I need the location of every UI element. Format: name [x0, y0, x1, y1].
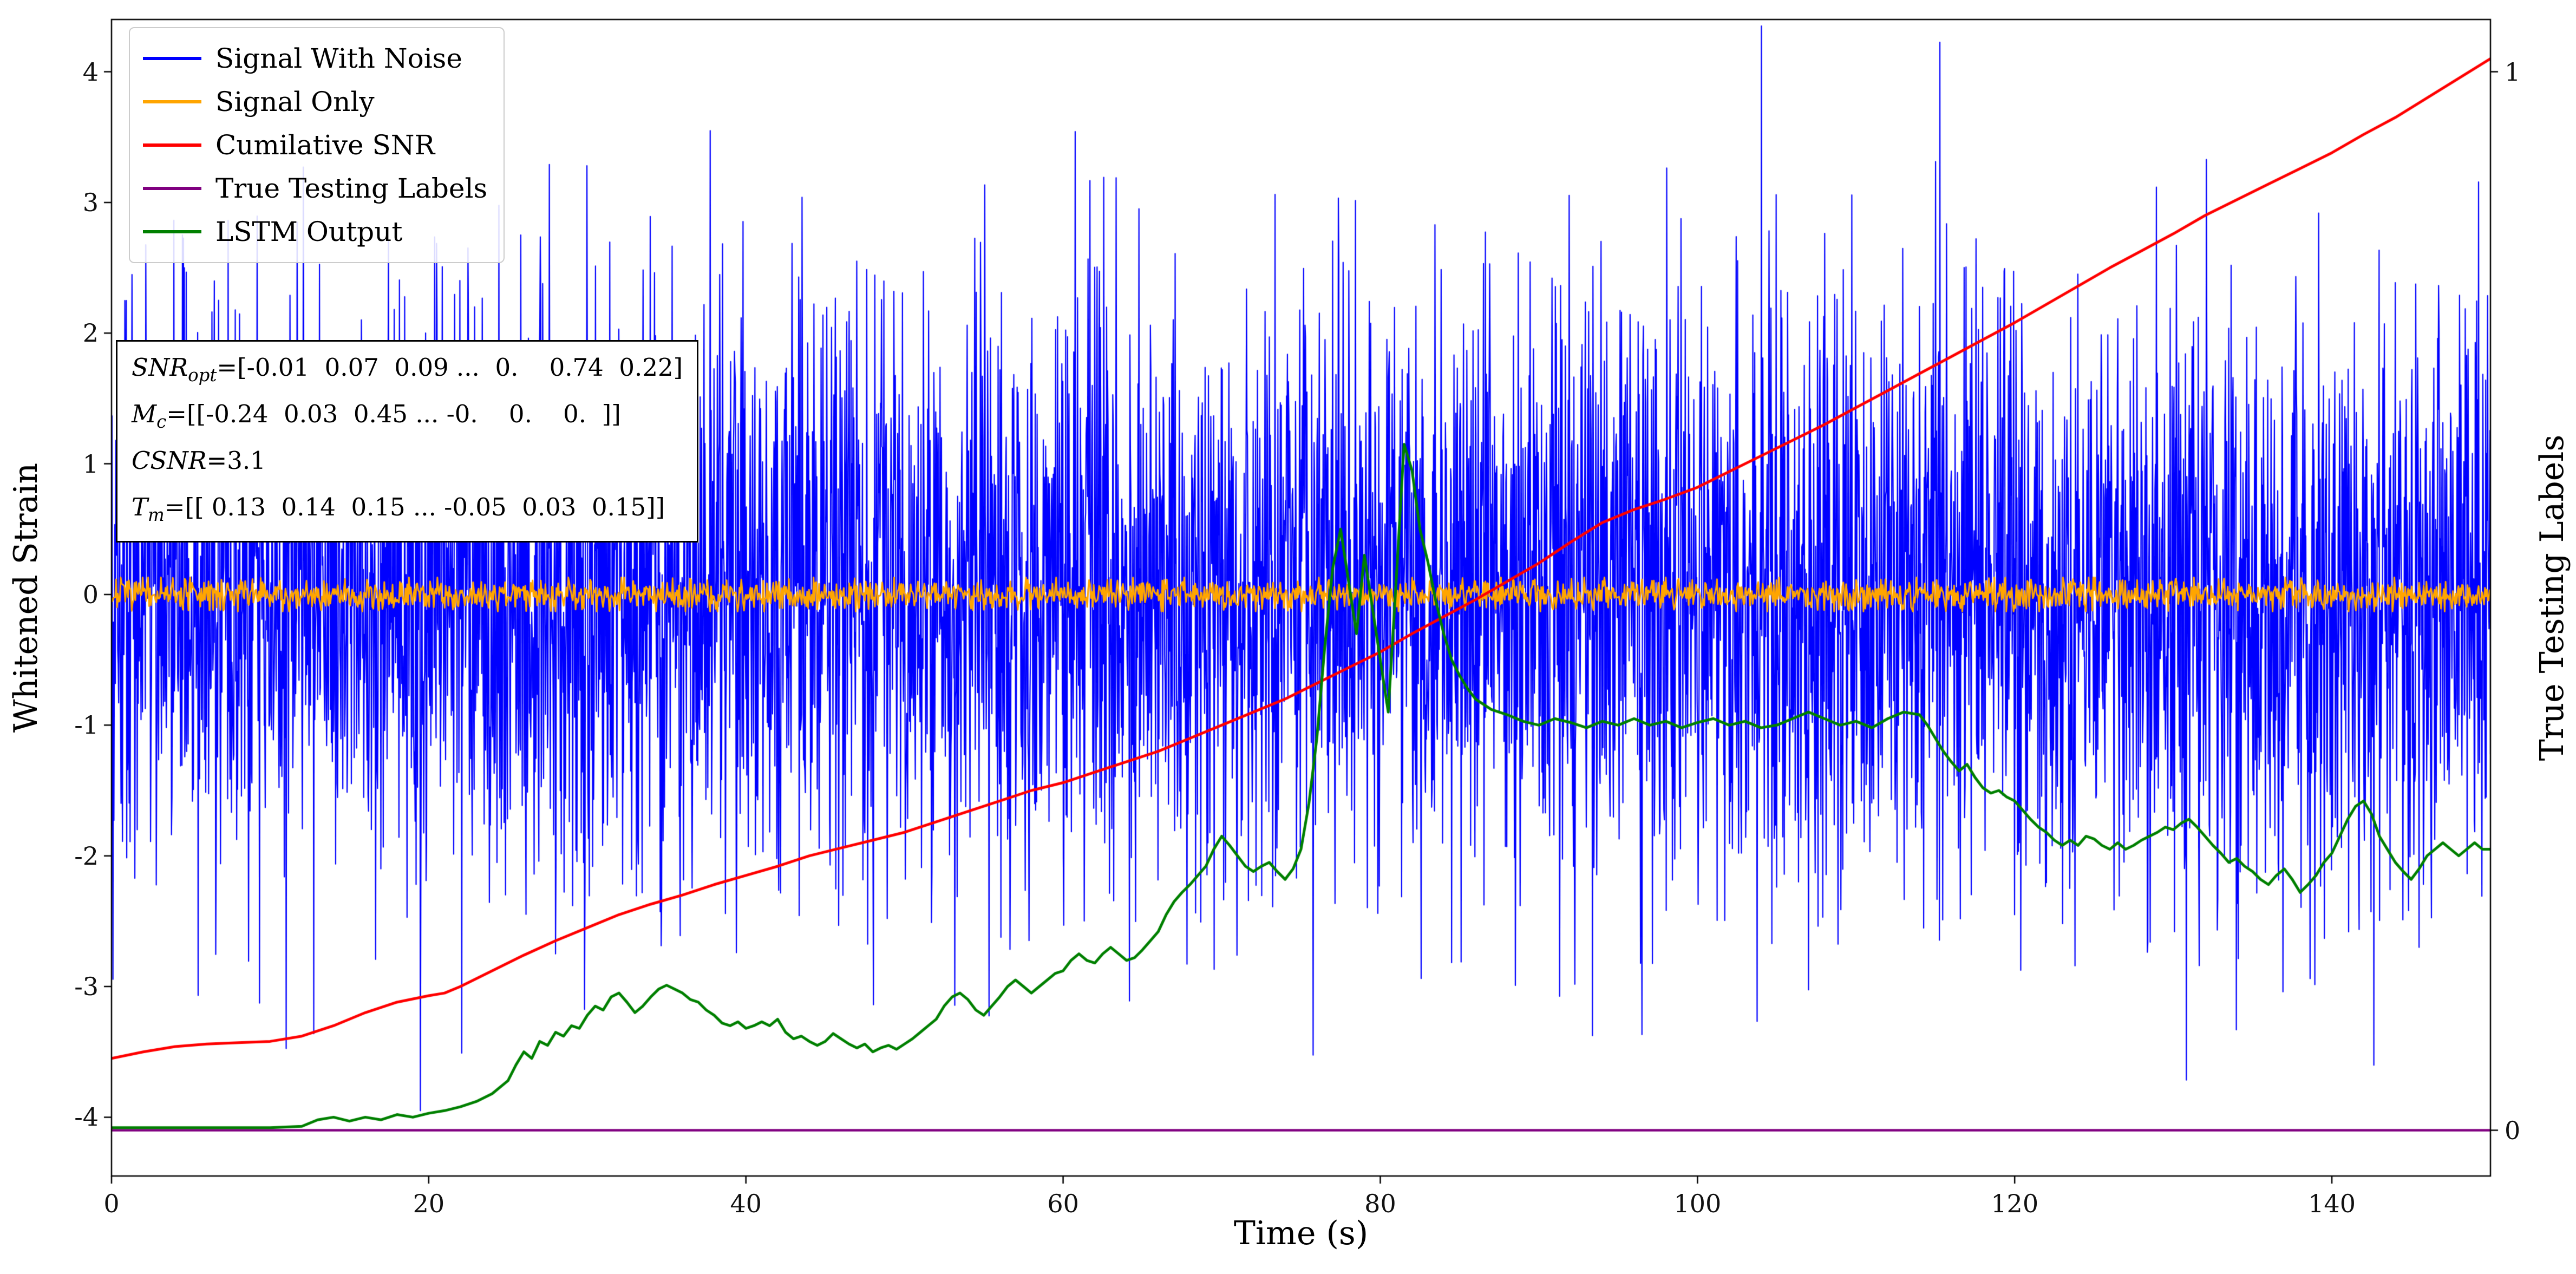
x-tick-label: 120	[1991, 1189, 2039, 1218]
y-tick-label-right: 0	[2505, 1115, 2521, 1145]
legend-swatch-orange	[143, 100, 201, 103]
x-tick-label: 0	[103, 1189, 120, 1218]
legend-label: True Testing Labels	[215, 173, 488, 204]
annotation-values: =[[-0.24 0.03 0.45 ... -0. 0. 0. ]]	[166, 400, 621, 428]
annotation-var: SNR	[132, 353, 188, 382]
annotation-var: M	[132, 400, 157, 428]
annotation-line-mc: Mc=[[-0.24 0.03 0.45 ... -0. 0. 0. ]]	[132, 395, 683, 441]
legend: Signal With Noise Signal Only Cumilative S…	[129, 27, 505, 263]
x-tick-label: 60	[1047, 1189, 1079, 1218]
y-tick-label-left: 2	[82, 318, 99, 348]
annotation-line-tm: Tm=[[ 0.13 0.14 0.15 ... -0.05 0.03 0.15…	[132, 488, 683, 534]
legend-item: True Testing Labels	[143, 167, 487, 210]
legend-label: Signal With Noise	[215, 43, 462, 74]
annotation-sub: c	[156, 411, 167, 432]
x-tick-label: 100	[1673, 1189, 1722, 1218]
annotation-values: =[[ 0.13 0.14 0.15 ... -0.05 0.03 0.15]]	[164, 493, 665, 521]
y-tick-label-left: 4	[82, 57, 99, 87]
annotation-line-csnr: CSNR=3.1	[132, 441, 683, 488]
annotation-box: SNRopt=[-0.01 0.07 0.09 ... 0. 0.74 0.22…	[116, 340, 699, 543]
legend-swatch-blue	[143, 57, 201, 60]
legend-item: Cumilative SNR	[143, 123, 487, 167]
x-tick-label: 140	[2308, 1189, 2356, 1218]
legend-swatch-purple	[143, 187, 201, 190]
annotation-sub: m	[148, 505, 165, 525]
x-tick-label: 20	[413, 1189, 445, 1218]
annotation-line-snr-opt: SNRopt=[-0.01 0.07 0.09 ... 0. 0.74 0.22…	[132, 348, 683, 395]
y-tick-label-left: 0	[82, 579, 99, 609]
y-tick-label-left: 1	[82, 449, 99, 479]
legend-swatch-red	[143, 143, 201, 147]
x-axis-label: Time (s)	[1233, 1214, 1369, 1252]
annotation-var: T	[132, 493, 148, 521]
x-tick-label: 80	[1364, 1189, 1396, 1218]
legend-item: Signal With Noise	[143, 37, 487, 80]
annotation-values: =[-0.01 0.07 0.09 ... 0. 0.74 0.22]	[217, 353, 683, 382]
legend-item: LSTM Output	[143, 210, 487, 253]
legend-label: LSTM Output	[215, 216, 403, 247]
y-tick-label-left: -4	[74, 1102, 99, 1132]
legend-label: Signal Only	[215, 86, 375, 117]
annotation-values: =3.1	[206, 446, 266, 475]
y-axis-label-right: True Testing Labels	[2533, 434, 2571, 761]
y-tick-label-left: -1	[74, 710, 99, 740]
y-tick-label-left: -2	[74, 841, 99, 871]
y-axis-label-left: Whitened Strain	[7, 462, 45, 733]
legend-label: Cumilative SNR	[215, 129, 435, 161]
annotation-var: CSNR	[132, 446, 207, 475]
y-tick-label-left: -3	[74, 972, 99, 1002]
y-tick-label-right: 1	[2505, 57, 2521, 87]
legend-item: Signal Only	[143, 80, 487, 123]
annotation-sub: opt	[188, 365, 217, 386]
y-tick-label-left: 3	[82, 187, 99, 217]
x-tick-label: 40	[730, 1189, 762, 1218]
legend-swatch-green	[143, 230, 201, 233]
